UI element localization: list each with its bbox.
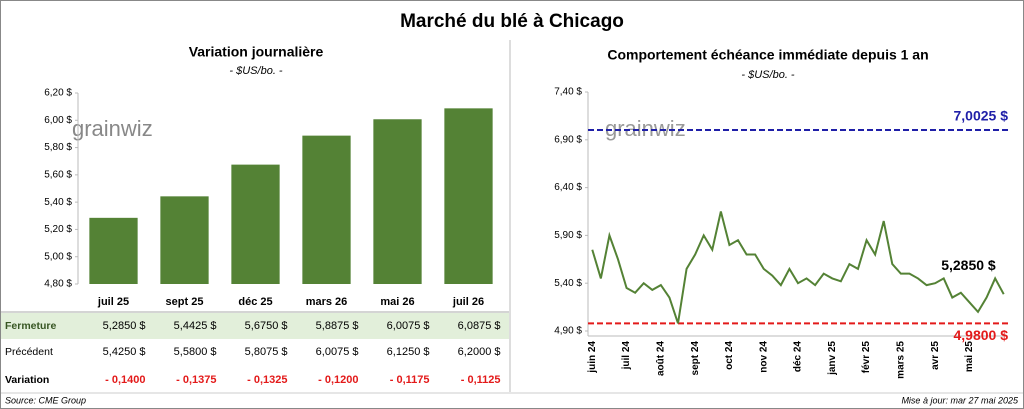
table-cell: 6,0875 $ bbox=[458, 320, 501, 332]
y-tick-label: 5,40 $ bbox=[554, 278, 582, 289]
x-tick-label: oct 24 bbox=[724, 341, 735, 370]
y-tick-label: 4,80 $ bbox=[44, 279, 72, 290]
table-cell: 6,2000 $ bbox=[458, 346, 501, 358]
table-cell: 5,2850 $ bbox=[103, 320, 146, 332]
x-tick-label: mai 25 bbox=[964, 341, 975, 373]
x-tick-label: nov 24 bbox=[758, 341, 769, 373]
bar bbox=[231, 164, 280, 284]
series-line bbox=[591, 211, 1005, 324]
bar bbox=[444, 108, 493, 285]
table-cell: - 0,1200 bbox=[318, 374, 358, 386]
y-tick-label: 4,90 $ bbox=[554, 326, 582, 337]
table-cell: 5,6750 $ bbox=[245, 320, 288, 332]
chart-title: Comportement échéance immédiate depuis 1… bbox=[607, 47, 928, 63]
table-cell: 6,0075 $ bbox=[387, 320, 430, 332]
chart-title: Variation journalière bbox=[189, 44, 324, 60]
x-tick-label: sept 24 bbox=[690, 341, 701, 376]
y-tick-label: 6,00 $ bbox=[44, 115, 72, 126]
y-tick-label: 5,80 $ bbox=[44, 142, 72, 153]
updated: Mise à jour: mar 27 mai 2025 bbox=[901, 395, 1019, 405]
x-tick-label: juil 26 bbox=[452, 296, 484, 308]
x-tick-label: mai 26 bbox=[380, 296, 414, 308]
chart-subtitle: - $US/bo. - bbox=[741, 69, 795, 81]
table-cell: - 0,1325 bbox=[247, 374, 287, 386]
table-cell: 5,5800 $ bbox=[174, 346, 217, 358]
row-highlight bbox=[1, 313, 509, 339]
annotation: 5,2850 $ bbox=[941, 257, 996, 273]
source: Source: CME Group bbox=[5, 395, 86, 405]
table-cell: 5,8075 $ bbox=[245, 346, 288, 358]
y-tick-label: 6,20 $ bbox=[44, 88, 72, 99]
y-tick-label: 6,90 $ bbox=[554, 134, 582, 145]
y-tick-label: 5,90 $ bbox=[554, 230, 582, 241]
table-cell: 5,8875 $ bbox=[316, 320, 359, 332]
y-tick-label: 7,40 $ bbox=[554, 87, 582, 98]
bar bbox=[373, 119, 422, 284]
x-tick-label: févr 25 bbox=[861, 341, 872, 374]
chart-subtitle: - $US/bo. - bbox=[229, 65, 283, 77]
table-cell: - 0,1400 bbox=[105, 374, 145, 386]
x-tick-label: sept 25 bbox=[166, 296, 204, 308]
x-tick-label: mars 26 bbox=[306, 296, 348, 308]
y-tick-label: 5,20 $ bbox=[44, 224, 72, 235]
x-tick-label: juil 25 bbox=[97, 296, 129, 308]
x-tick-label: déc 25 bbox=[238, 296, 272, 308]
row-label: Variation bbox=[5, 374, 49, 386]
y-tick-label: 5,60 $ bbox=[44, 169, 72, 180]
table-cell: - 0,1125 bbox=[461, 374, 501, 386]
table-cell: 6,1250 $ bbox=[387, 346, 430, 358]
table-cell: 5,4250 $ bbox=[103, 346, 146, 358]
x-tick-label: juin 24 bbox=[587, 341, 598, 374]
reference-label: 4,9800 $ bbox=[954, 327, 1009, 343]
reference-label: 7,0025 $ bbox=[954, 108, 1009, 124]
x-tick-label: avr 25 bbox=[930, 341, 941, 370]
row-label: Précédent bbox=[5, 346, 53, 358]
page-title: Marché du blé à Chicago bbox=[400, 11, 624, 32]
bar bbox=[89, 217, 138, 284]
x-tick-label: mars 25 bbox=[895, 341, 906, 379]
table-cell: 5,4425 $ bbox=[174, 320, 217, 332]
bar bbox=[302, 135, 351, 284]
x-tick-label: août 24 bbox=[655, 341, 666, 376]
y-tick-label: 5,40 $ bbox=[44, 197, 72, 208]
watermark: grainwiz bbox=[605, 116, 686, 141]
table-cell: - 0,1375 bbox=[176, 374, 216, 386]
row-label: Fermeture bbox=[5, 320, 57, 332]
y-tick-label: 5,00 $ bbox=[44, 251, 72, 262]
table-cell: - 0,1175 bbox=[390, 374, 430, 386]
x-tick-label: déc 24 bbox=[793, 341, 804, 373]
bar bbox=[160, 196, 209, 284]
y-tick-label: 6,40 $ bbox=[554, 182, 582, 193]
watermark: grainwiz bbox=[72, 116, 153, 141]
x-tick-label: juil 24 bbox=[621, 341, 632, 371]
table-cell: 6,0075 $ bbox=[316, 346, 359, 358]
x-tick-label: janv 25 bbox=[827, 341, 838, 376]
